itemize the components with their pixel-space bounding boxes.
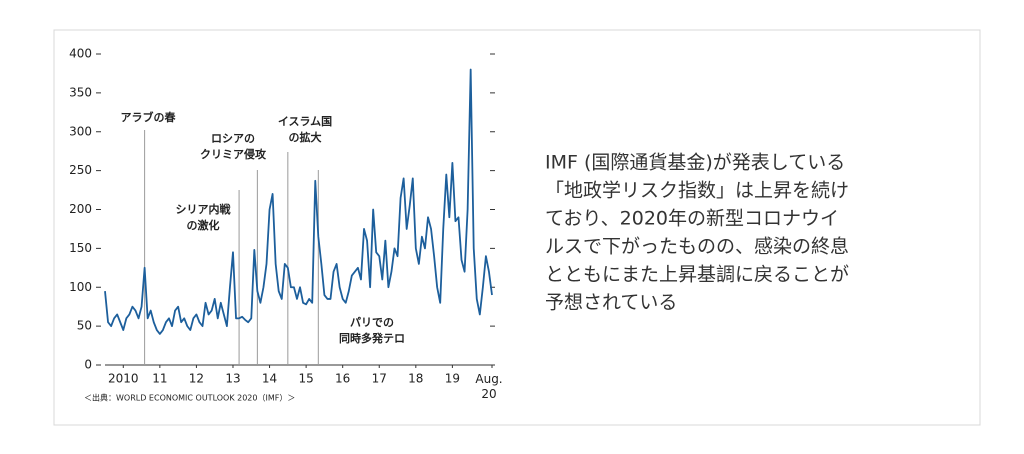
annotation: 同時多発テロ — [339, 331, 405, 345]
paragraph-line: IMF (国際通貨基金)が発表している — [545, 152, 845, 174]
x-tick-label: 17 — [372, 372, 387, 386]
x-tick-label: 15 — [298, 372, 313, 386]
y-tick-label: 150 — [69, 241, 92, 255]
annotation: クリミア侵攻 — [200, 147, 267, 161]
paragraph-line: とともにまた上昇基調に戻ることが — [545, 264, 849, 286]
y-tick-label: 250 — [69, 163, 92, 177]
paragraph-line: ており、2020年の新型コロナウイ — [545, 208, 839, 230]
paragraph-line: 「地政学リスク指数」は上昇を続け — [545, 180, 849, 202]
annotation: パリでの — [350, 316, 394, 329]
annotation: の拡大 — [289, 130, 322, 144]
y-tick-label: 300 — [69, 124, 92, 138]
y-tick-label: 350 — [69, 85, 92, 99]
x-tick-label: Aug. 20 — [475, 372, 502, 401]
y-tick-label: 200 — [69, 202, 92, 216]
paragraph-line: 予想されている — [545, 292, 677, 314]
card — [53, 29, 981, 426]
data-line — [104, 68, 493, 335]
annotation: ロシアの — [211, 132, 255, 145]
source-note: ＜出典：WORLD ECONOMIC OUTLOOK 2020（IMF）＞ — [84, 393, 295, 403]
paragraph-line: ルスで下がったものの、感染の終息 — [545, 236, 849, 258]
x-tick-label: 14 — [262, 372, 277, 386]
annotation: シリア内戦 — [176, 202, 232, 216]
x-tick-label: 11 — [152, 372, 167, 386]
y-tick-label: 0 — [84, 358, 92, 372]
annotation: アラブの春 — [121, 110, 177, 124]
y-tick-label: 50 — [77, 319, 92, 333]
x-tick-label: 19 — [445, 372, 460, 386]
y-tick-label: 100 — [69, 280, 92, 294]
x-tick-label: 2010 — [108, 372, 139, 386]
x-tick-label: 18 — [408, 372, 423, 386]
x-tick-label: 12 — [189, 372, 204, 386]
x-tick-label: 16 — [335, 372, 350, 386]
y-tick-label: 400 — [69, 47, 92, 61]
annotation: イスラム国 — [278, 115, 332, 128]
annotation: の激化 — [187, 218, 220, 232]
x-tick-label: 13 — [225, 372, 240, 386]
